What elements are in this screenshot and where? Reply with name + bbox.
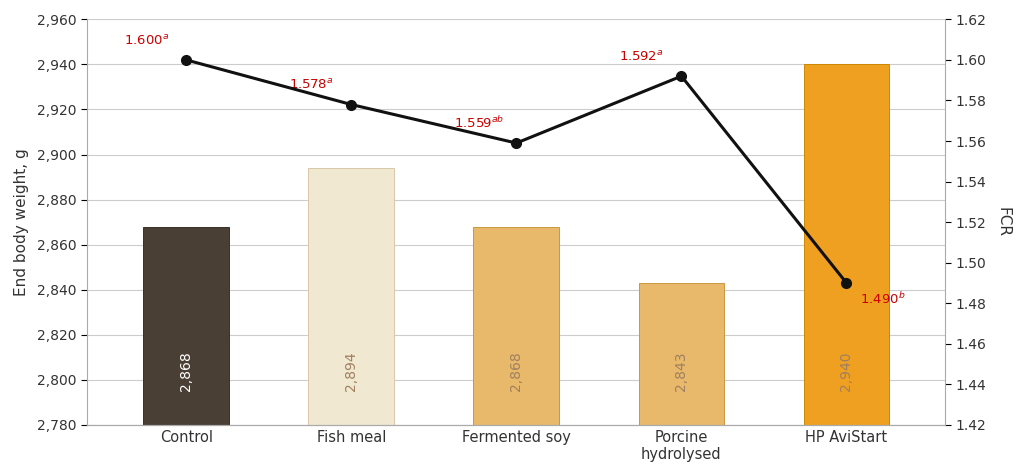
- Bar: [308, 168, 394, 425]
- Text: 1.578$^a$: 1.578$^a$: [289, 79, 333, 92]
- Bar: [473, 227, 559, 425]
- Text: 1.592$^a$: 1.592$^a$: [618, 50, 663, 64]
- Bar: [143, 227, 229, 425]
- Text: 2,868: 2,868: [179, 351, 194, 391]
- Text: 2,940: 2,940: [840, 352, 853, 391]
- Text: 1.490$^b$: 1.490$^b$: [860, 291, 905, 307]
- Text: 2,868: 2,868: [509, 351, 523, 391]
- Text: 2,894: 2,894: [344, 351, 358, 391]
- Text: 1.559$^{ab}$: 1.559$^{ab}$: [454, 115, 504, 131]
- Bar: [804, 64, 890, 425]
- Text: 1.600$^a$: 1.600$^a$: [124, 34, 169, 48]
- Y-axis label: FCR: FCR: [995, 207, 1010, 237]
- Bar: [639, 283, 724, 425]
- Text: 2,843: 2,843: [675, 352, 688, 391]
- Y-axis label: End body weight, g: End body weight, g: [14, 148, 29, 296]
